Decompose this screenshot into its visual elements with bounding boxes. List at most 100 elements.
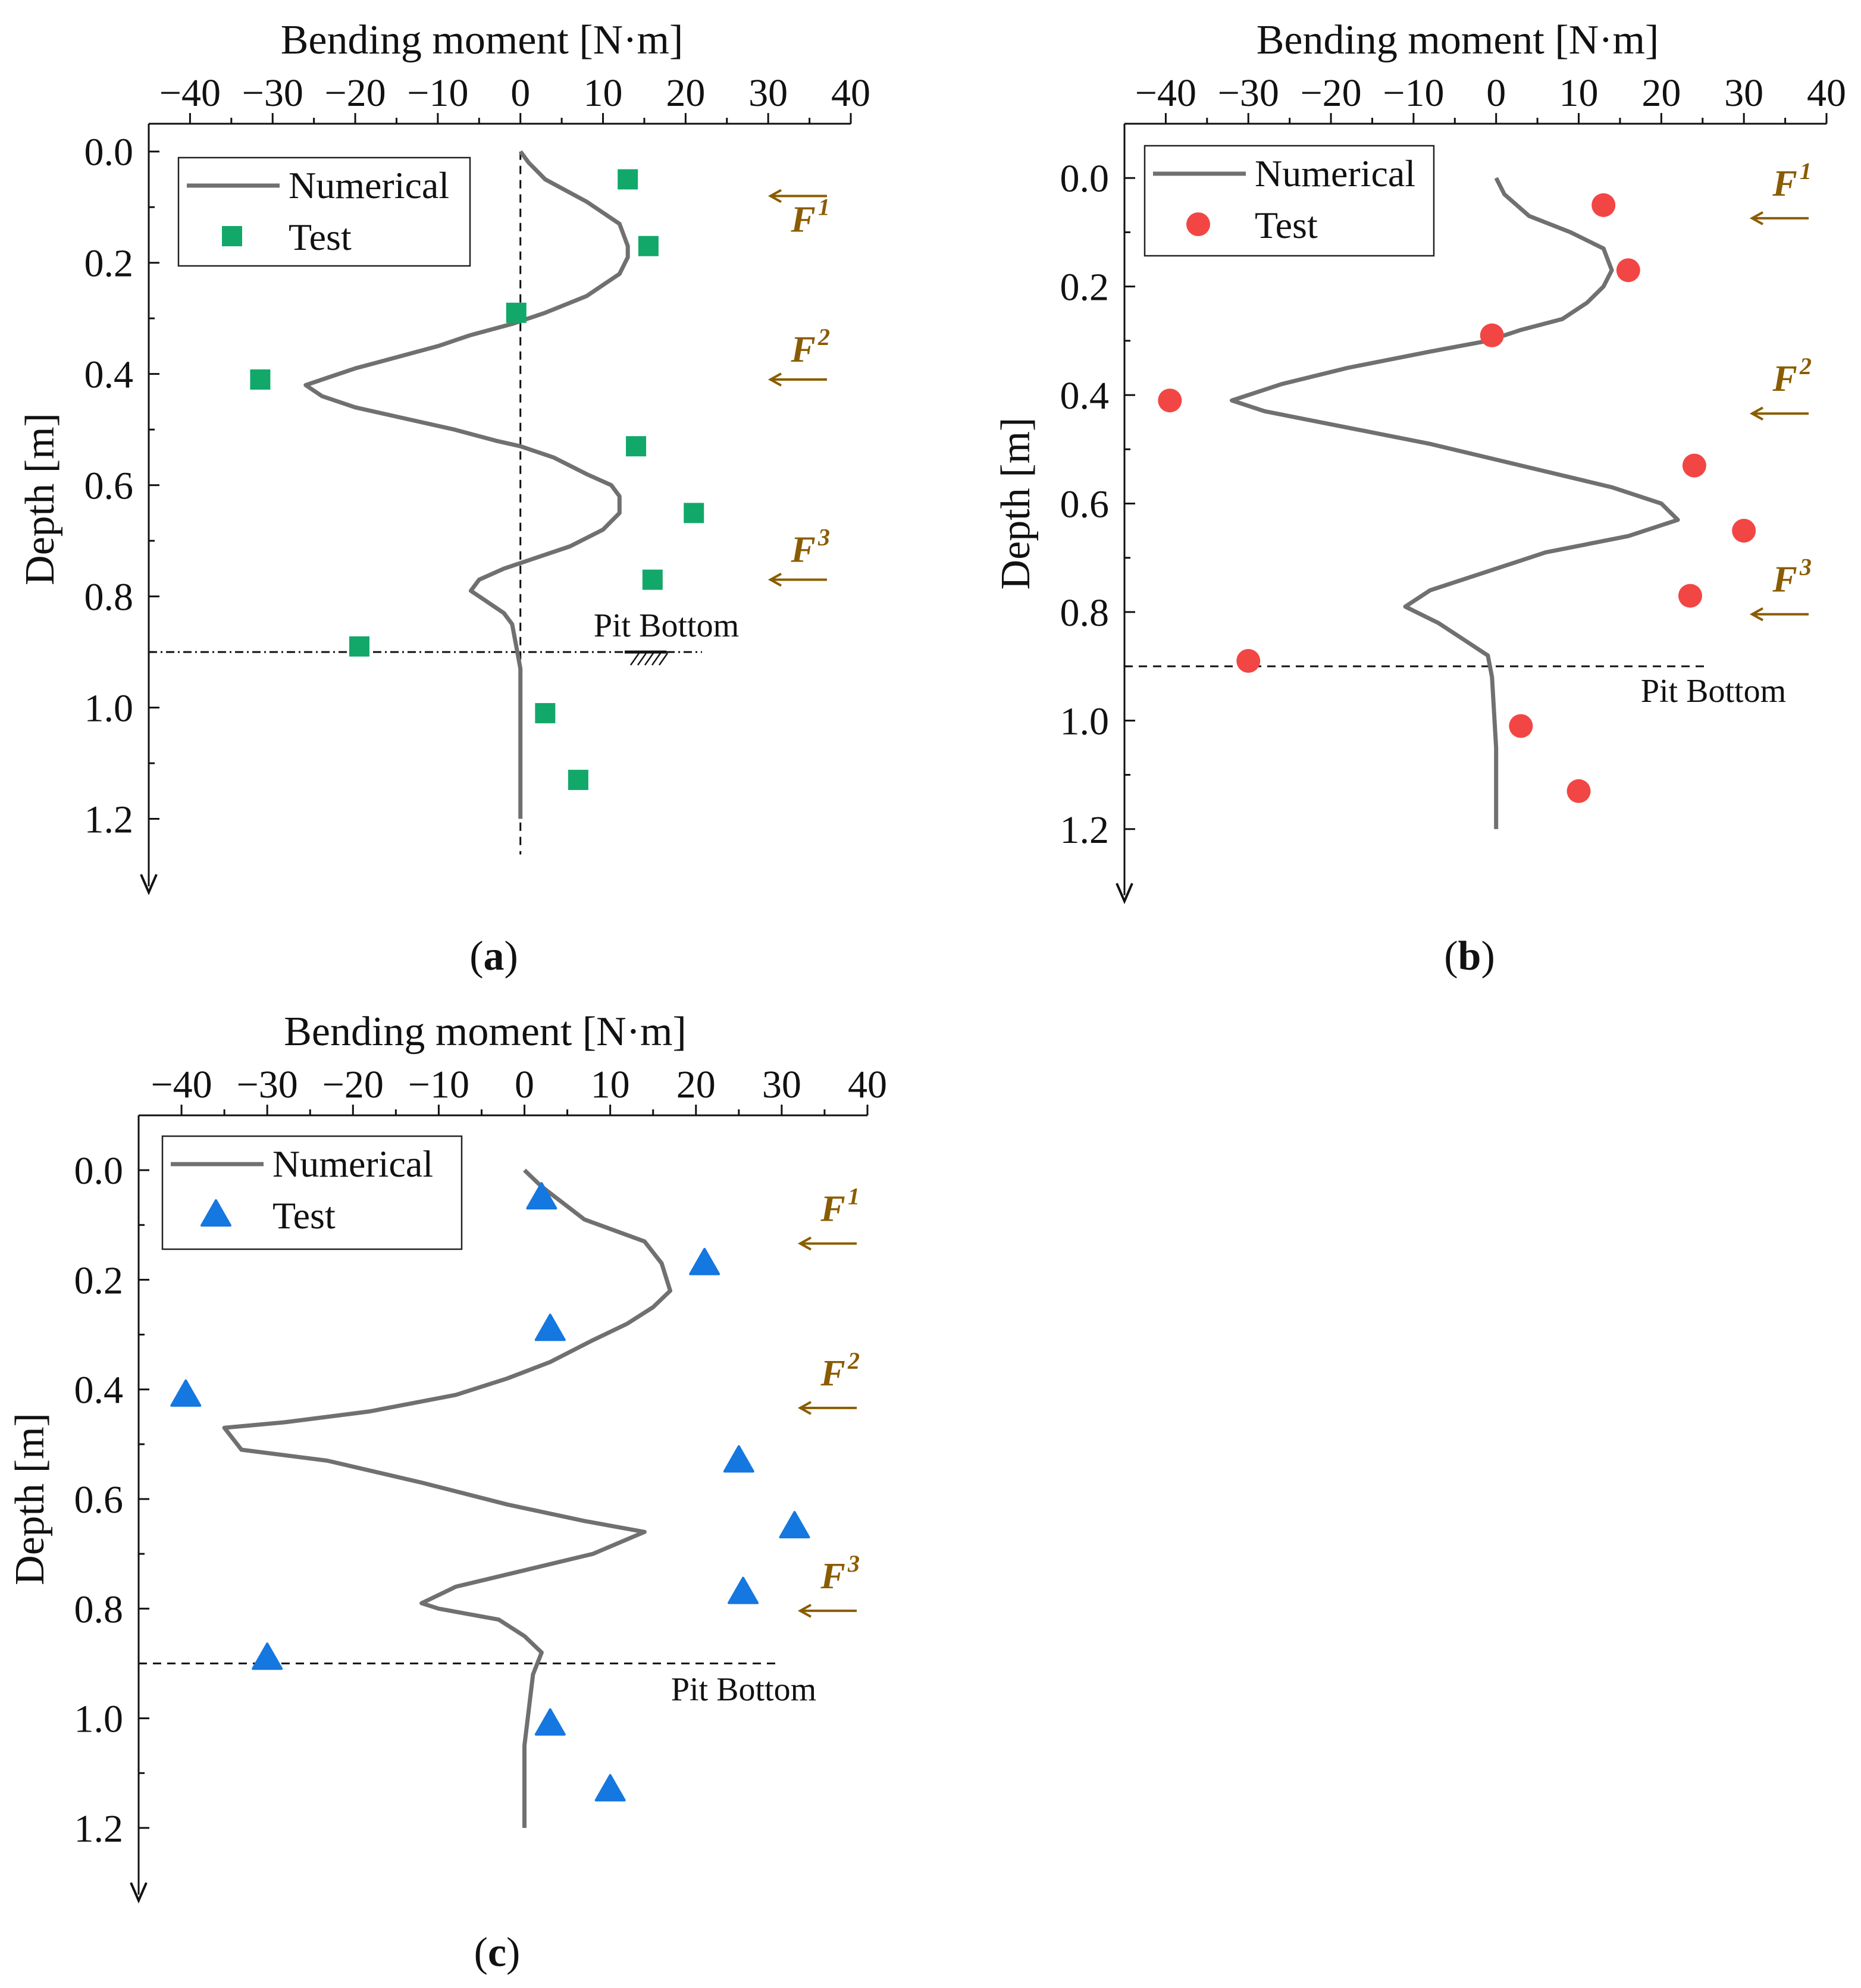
force-arrowhead-icon	[797, 1604, 812, 1618]
x-tick-label: −20	[322, 1063, 384, 1106]
legend-label-test: Test	[1255, 204, 1318, 246]
x-tick-label: 0	[515, 1063, 534, 1106]
ground-hatch-icon	[651, 653, 662, 666]
x-tick-label: −40	[151, 1063, 212, 1106]
panel-label-close: )	[505, 933, 518, 979]
x-tick-label: 10	[591, 1063, 630, 1106]
x-tick-label: −10	[407, 71, 468, 115]
test-data-point	[252, 1642, 283, 1670]
legend-label-numerical: Numerical	[272, 1143, 433, 1185]
panel-a: −40 −30 −20 −10 0 10 20 30 40 Bending moment [N·m…	[17, 17, 870, 979]
panel-label-open: (	[474, 1930, 488, 1976]
y-tick-label: 1.0	[1060, 700, 1110, 743]
x-tick-label: 30	[762, 1063, 801, 1106]
test-data-point	[1682, 453, 1706, 478]
x-tick-label: 40	[848, 1063, 887, 1106]
test-data-point	[506, 302, 527, 323]
force-arrowhead-icon	[767, 372, 782, 387]
force-label-superscript: 1	[818, 194, 830, 221]
y-axis-title: Depth [m]	[17, 413, 63, 585]
test-data-point	[642, 569, 663, 590]
force-label: F	[1772, 560, 1797, 600]
force-label: F	[820, 1189, 845, 1230]
x-tick-label: 0	[510, 71, 530, 115]
y-tick-label: 0.2	[74, 1259, 124, 1302]
x-tick-label: −40	[159, 71, 221, 115]
force-label: F	[790, 200, 815, 240]
force-label-superscript: 3	[817, 524, 830, 551]
test-data-point	[526, 1182, 557, 1210]
test-data-point	[1678, 584, 1702, 608]
y-tick-label: 1.2	[1060, 808, 1110, 852]
x-tick-label: −40	[1135, 71, 1196, 115]
legend-label-numerical: Numerical	[289, 164, 449, 206]
panel-label-close: )	[1481, 933, 1495, 979]
x-tick-label: −20	[1300, 71, 1361, 115]
panel-label: (a)	[469, 933, 518, 979]
panel-label-close: )	[506, 1930, 520, 1976]
test-data-point	[1591, 193, 1616, 217]
ground-hatch-icon	[658, 653, 669, 666]
x-tick-label: 0	[1486, 71, 1506, 115]
force-label: F	[1772, 359, 1797, 399]
panel-label-letter: a	[484, 933, 505, 979]
panel-label-open: (	[469, 933, 483, 979]
x-tick-label: −30	[237, 1063, 298, 1106]
legend: Numerical Test	[177, 156, 471, 267]
y-tick-label: 0.8	[74, 1588, 124, 1631]
x-axis-title: Bending moment [N·m]	[1257, 17, 1659, 63]
force-label-superscript: 2	[1799, 353, 1812, 380]
force-label: F	[790, 530, 815, 570]
panel-label: (b)	[1444, 933, 1495, 979]
x-tick-label: −30	[1218, 71, 1279, 115]
test-data-point	[779, 1511, 810, 1539]
y-tick-label: 1.2	[74, 1807, 124, 1851]
pit-bottom-label: Pit Bottom	[594, 607, 739, 644]
ground-hatch-icon	[644, 653, 654, 666]
y-axis-title: Depth [m]	[7, 1413, 53, 1585]
test-data-point	[728, 1576, 759, 1604]
y-tick-label: 0.6	[84, 465, 134, 508]
x-tick-label: 10	[584, 71, 623, 115]
axis-arrow-icon	[140, 874, 158, 896]
legend-label-test: Test	[289, 216, 352, 258]
legend-marker-swatch	[222, 226, 242, 246]
y-tick-label: 0.4	[84, 353, 134, 397]
ground-hatch-icon	[637, 653, 647, 666]
x-tick-label: −10	[1383, 71, 1444, 115]
test-data-point	[535, 703, 556, 723]
force-label-superscript: 3	[847, 1550, 860, 1577]
y-axis-title: Depth [m]	[993, 418, 1039, 590]
panel-label-letter: c	[488, 1930, 506, 1976]
test-data-point	[568, 770, 588, 791]
force-label-superscript: 2	[817, 324, 830, 350]
panel-b: −40 −30 −20 −10 0 10 20 30 40 Bending moment [N·m…	[993, 17, 1846, 979]
x-tick-label: 40	[1807, 71, 1846, 115]
x-tick-label: 20	[1641, 71, 1681, 115]
panel-label: (c)	[474, 1930, 521, 1976]
legend-marker-swatch	[200, 1199, 231, 1227]
x-axis-title: Bending moment [N·m]	[284, 1009, 687, 1055]
y-tick-label: 0.0	[1060, 157, 1110, 200]
force-arrowhead-icon	[767, 572, 782, 587]
y-tick-label: 0.8	[1060, 591, 1110, 635]
test-data-point	[1509, 714, 1533, 738]
force-label: F	[1772, 164, 1797, 204]
panel-c: −40 −30 −20 −10 0 10 20 30 40 Bending moment [N·m…	[7, 1009, 887, 1976]
y-tick-label: 0.4	[74, 1369, 124, 1412]
test-data-point	[349, 636, 369, 657]
pit-bottom-label: Pit Bottom	[671, 1671, 816, 1708]
x-tick-label: 10	[1559, 71, 1599, 115]
y-tick-label: 0.0	[84, 131, 134, 174]
panel-label-open: (	[1444, 933, 1458, 979]
test-data-point	[1732, 519, 1756, 543]
test-data-point	[1236, 649, 1261, 673]
x-tick-label: 40	[831, 71, 870, 115]
legend-label-numerical: Numerical	[1255, 152, 1415, 195]
x-tick-label: −30	[242, 71, 303, 115]
y-tick-label: 0.2	[1060, 266, 1110, 309]
force-arrowhead-icon	[1749, 406, 1763, 421]
test-data-point	[250, 369, 271, 390]
y-tick-label: 1.0	[74, 1698, 124, 1741]
y-tick-label: 1.2	[84, 798, 134, 842]
